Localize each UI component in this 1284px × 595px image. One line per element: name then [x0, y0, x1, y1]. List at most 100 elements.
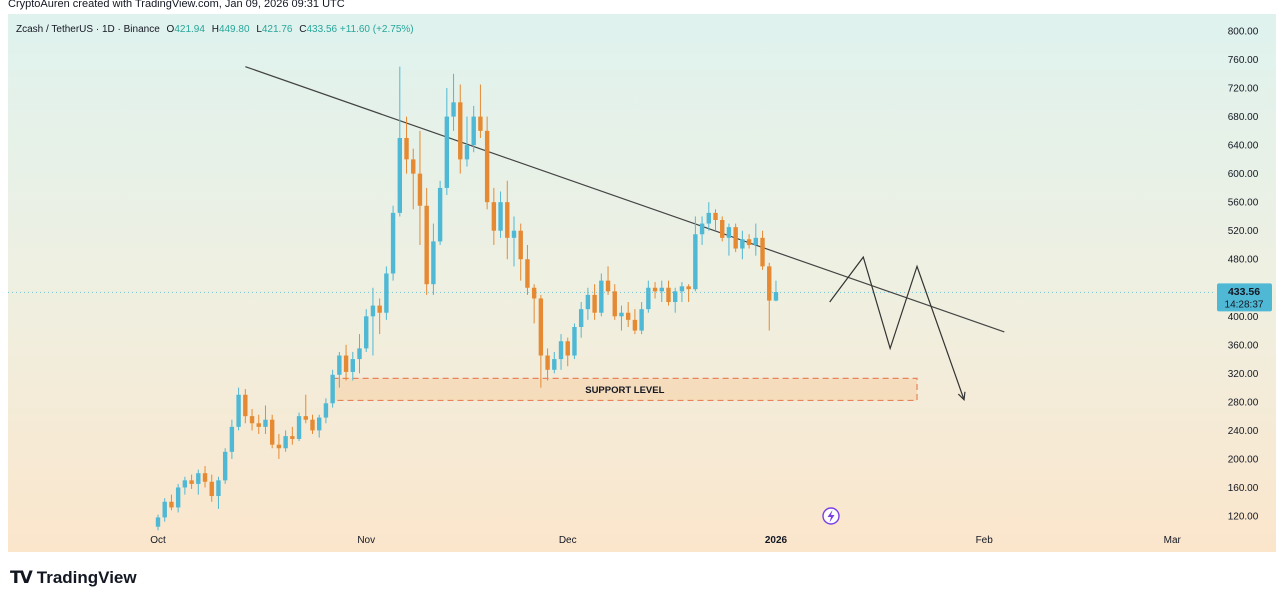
- candle: [317, 414, 322, 438]
- candle: [646, 280, 651, 313]
- candle-body: [471, 116, 476, 146]
- candle: [558, 334, 564, 370]
- candle-body: [733, 227, 738, 249]
- candle: [505, 180, 510, 260]
- candle: [350, 351, 355, 381]
- candle-body: [343, 355, 349, 372]
- candle-body: [592, 294, 597, 313]
- candle-body: [249, 416, 255, 424]
- candle: [397, 66, 403, 217]
- legend-close-label: C: [299, 24, 307, 35]
- candle-body: [216, 480, 221, 497]
- x-tick-label: Dec: [559, 535, 577, 546]
- candle: [760, 230, 765, 270]
- candle: [632, 309, 638, 335]
- chart-pane[interactable]: [8, 14, 1276, 552]
- candle-body: [599, 280, 604, 313]
- candle-body: [720, 220, 725, 238]
- candle-body: [773, 292, 779, 301]
- candle: [578, 302, 584, 338]
- candle-body: [175, 487, 181, 508]
- y-tick-label: 240.00: [1228, 426, 1259, 437]
- x-tick-label: Mar: [1164, 535, 1182, 546]
- candle-body: [639, 309, 644, 331]
- candle: [518, 223, 523, 281]
- candle: [746, 234, 752, 249]
- candle-body: [444, 116, 450, 188]
- alert-bolt-icon[interactable]: [822, 507, 840, 525]
- candle: [679, 282, 685, 303]
- candle-body: [209, 481, 214, 497]
- y-tick-label: 600.00: [1228, 169, 1259, 180]
- candle-body: [740, 239, 745, 249]
- candle-body: [505, 202, 510, 238]
- x-tick-label: Oct: [150, 535, 166, 546]
- tradingview-logo[interactable]: TV TradingView: [10, 568, 137, 588]
- candle-body: [652, 287, 658, 292]
- candle: [612, 284, 617, 320]
- candle: [491, 187, 497, 245]
- x-tick-label: Feb: [976, 535, 994, 546]
- candle-body: [397, 137, 403, 213]
- candle: [424, 187, 429, 295]
- legend-high: 449.80: [218, 24, 250, 35]
- candle-body: [706, 212, 711, 224]
- candle: [269, 414, 275, 449]
- candle: [343, 344, 349, 381]
- support-zone-label: SUPPORT LEVEL: [585, 385, 664, 396]
- candle-body: [767, 266, 772, 301]
- candle-body: [411, 159, 416, 174]
- candle: [740, 230, 745, 260]
- candle: [202, 466, 208, 488]
- candle-body: [357, 348, 362, 360]
- candle-body: [518, 230, 523, 260]
- candle-body: [545, 355, 550, 370]
- candle-body: [283, 436, 288, 449]
- candle: [404, 116, 409, 174]
- candle-body: [350, 359, 355, 372]
- candle: [767, 262, 772, 331]
- candle-body: [364, 316, 369, 349]
- candle: [471, 105, 476, 153]
- y-tick-label: 360.00: [1228, 340, 1259, 351]
- candle-body: [263, 419, 268, 427]
- candle: [545, 348, 550, 381]
- candle-body: [451, 102, 456, 117]
- candle-body: [552, 359, 557, 370]
- candle: [619, 305, 624, 331]
- candle: [357, 334, 362, 374]
- candle-body: [296, 416, 302, 439]
- candle: [720, 216, 725, 242]
- candle: [444, 88, 450, 196]
- candle: [216, 476, 221, 509]
- candle: [323, 398, 329, 424]
- candle-body: [404, 137, 409, 160]
- candle: [531, 284, 537, 324]
- candle-body: [565, 341, 570, 356]
- candle-body: [155, 517, 161, 527]
- y-tick-label: 760.00: [1228, 55, 1259, 66]
- candle-body: [464, 145, 470, 160]
- candle-body: [269, 419, 275, 445]
- candle-body: [390, 212, 396, 274]
- candle-body: [746, 239, 752, 245]
- candle-body: [646, 287, 651, 310]
- candle: [431, 223, 436, 295]
- candle-body: [229, 426, 235, 452]
- candle: [458, 84, 463, 174]
- candle: [377, 298, 382, 335]
- candle-body: [202, 473, 208, 482]
- candle: [652, 282, 658, 299]
- candle-body: [625, 312, 631, 320]
- price-tag-box: [1217, 283, 1272, 312]
- candle-body: [162, 501, 167, 518]
- candle: [236, 387, 241, 431]
- candles-layer: [155, 66, 779, 531]
- candle-body: [303, 416, 308, 420]
- time-axis: Oct Nov Dec 2026 Feb Mar: [150, 535, 1181, 546]
- candle: [249, 409, 255, 431]
- candle-body: [236, 394, 241, 427]
- candle-body: [673, 291, 678, 303]
- candle-body: [484, 130, 490, 203]
